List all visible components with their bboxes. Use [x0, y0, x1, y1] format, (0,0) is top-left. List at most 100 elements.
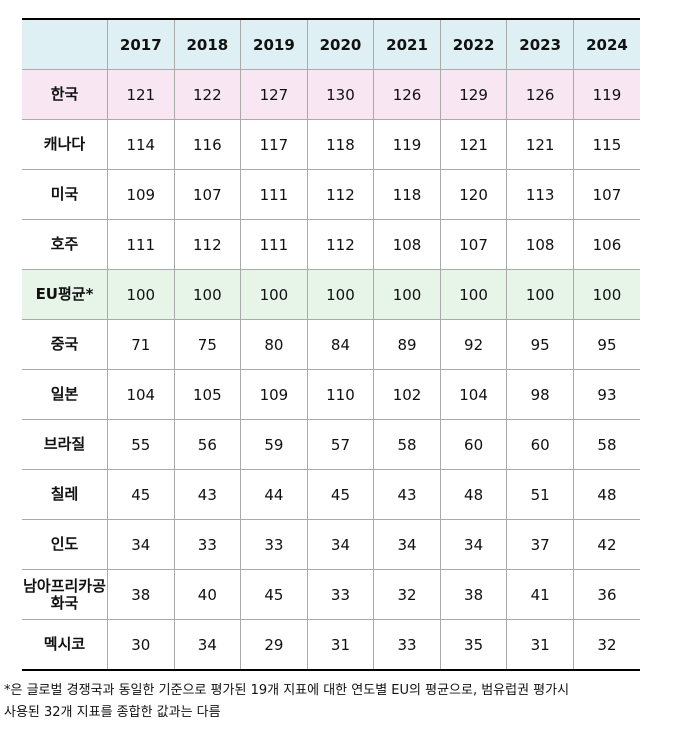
row-label: 일본	[22, 369, 108, 420]
value-cell: 59	[240, 419, 308, 470]
value-cell: 32	[572, 619, 640, 671]
value-cell: 45	[240, 569, 308, 620]
value-cell: 60	[439, 419, 508, 470]
column-header: 2022	[439, 18, 508, 70]
value-cell: 45	[107, 469, 175, 520]
footnote: *은 글로벌 경쟁국과 동일한 기준으로 평가된 19개 지표에 대한 연도별 …	[4, 680, 569, 724]
column-header: 2020	[306, 18, 375, 70]
value-cell: 80	[240, 319, 308, 370]
value-cell: 118	[373, 169, 441, 220]
value-cell: 33	[306, 569, 375, 620]
table-row: 중국 71 75 80 84 89 92 95 95	[22, 319, 640, 370]
row-label: 칠레	[22, 469, 108, 520]
value-cell: 116	[173, 119, 242, 170]
value-cell: 38	[107, 569, 175, 620]
row-label: 미국	[22, 169, 108, 220]
value-cell: 45	[306, 469, 375, 520]
value-cell: 115	[572, 119, 640, 170]
value-cell: 56	[173, 419, 242, 470]
value-cell: 43	[373, 469, 441, 520]
value-cell: 95	[506, 319, 574, 370]
row-label: 인도	[22, 519, 108, 570]
table-row: 캐나다 114 116 117 118 119 121 121 115	[22, 119, 640, 170]
value-cell: 122	[173, 69, 242, 120]
value-cell: 119	[572, 69, 640, 120]
table-row: 칠레 45 43 44 45 43 48 51 48	[22, 469, 640, 520]
value-cell: 33	[373, 619, 441, 671]
value-cell: 114	[107, 119, 175, 170]
value-cell: 51	[506, 469, 574, 520]
row-label: 남아프리카공화국	[22, 569, 108, 620]
value-cell: 111	[240, 169, 308, 220]
value-cell: 100	[373, 269, 441, 320]
value-cell: 109	[107, 169, 175, 220]
value-cell: 57	[306, 419, 375, 470]
table-row: EU평균* 100 100 100 100 100 100 100 100	[22, 269, 640, 320]
value-cell: 43	[173, 469, 242, 520]
value-cell: 111	[107, 219, 175, 270]
value-cell: 41	[506, 569, 574, 620]
value-cell: 71	[107, 319, 175, 370]
table-body: 한국 121 122 127 130 126 129 126 119 캐나다 114 116 117 11…	[22, 69, 640, 671]
value-cell: 29	[240, 619, 308, 671]
value-cell: 95	[572, 319, 640, 370]
value-cell: 31	[306, 619, 375, 671]
value-cell: 58	[572, 419, 640, 470]
value-cell: 100	[240, 269, 308, 320]
footnote-line: 사용된 32개 지표를 종합한 값과는 다름	[4, 705, 221, 720]
row-label: 멕시코	[22, 619, 108, 671]
value-cell: 30	[107, 619, 175, 671]
value-cell: 127	[240, 69, 308, 120]
column-header: 2019	[240, 18, 308, 70]
column-header: 2018	[173, 18, 242, 70]
data-table: 2017 2018 2019 2020 2021 2022 2023 2024 한국 121 12…	[22, 18, 640, 671]
value-cell: 112	[306, 219, 375, 270]
row-label: 호주	[22, 219, 108, 270]
column-header: 2024	[572, 18, 640, 70]
value-cell: 34	[306, 519, 375, 570]
column-header: 2021	[373, 18, 441, 70]
table-row: 브라질 55 56 59 57 58 60 60 58	[22, 419, 640, 470]
value-cell: 48	[439, 469, 508, 520]
table-row: 멕시코 30 34 29 31 33 35 31 32	[22, 619, 640, 671]
value-cell: 40	[173, 569, 242, 620]
table-row: 일본 104 105 109 110 102 104 98 93	[22, 369, 640, 420]
value-cell: 36	[572, 569, 640, 620]
value-cell: 111	[240, 219, 308, 270]
value-cell: 38	[439, 569, 508, 620]
header-row: 2017 2018 2019 2020 2021 2022 2023 2024	[22, 18, 640, 70]
value-cell: 118	[306, 119, 375, 170]
value-cell: 93	[572, 369, 640, 420]
value-cell: 107	[572, 169, 640, 220]
value-cell: 37	[506, 519, 574, 570]
value-cell: 100	[506, 269, 574, 320]
value-cell: 92	[439, 319, 508, 370]
value-cell: 98	[506, 369, 574, 420]
value-cell: 121	[439, 119, 508, 170]
value-cell: 48	[572, 469, 640, 520]
value-cell: 126	[506, 69, 574, 120]
value-cell: 33	[240, 519, 308, 570]
value-cell: 34	[173, 619, 242, 671]
value-cell: 119	[373, 119, 441, 170]
value-cell: 121	[506, 119, 574, 170]
row-label: 캐나다	[22, 119, 108, 170]
value-cell: 32	[373, 569, 441, 620]
value-cell: 89	[373, 319, 441, 370]
value-cell: 112	[173, 219, 242, 270]
table-row: 미국 109 107 111 112 118 120 113 107	[22, 169, 640, 220]
value-cell: 117	[240, 119, 308, 170]
row-label: 중국	[22, 319, 108, 370]
value-cell: 126	[373, 69, 441, 120]
value-cell: 120	[439, 169, 508, 220]
value-cell: 107	[439, 219, 508, 270]
row-label: EU평균*	[22, 269, 108, 320]
table-row: 남아프리카공화국 38 40 45 33 32 38 41 36	[22, 569, 640, 620]
value-cell: 42	[572, 519, 640, 570]
value-cell: 34	[107, 519, 175, 570]
value-cell: 100	[439, 269, 508, 320]
value-cell: 102	[373, 369, 441, 420]
value-cell: 100	[306, 269, 375, 320]
value-cell: 33	[173, 519, 242, 570]
value-cell: 55	[107, 419, 175, 470]
